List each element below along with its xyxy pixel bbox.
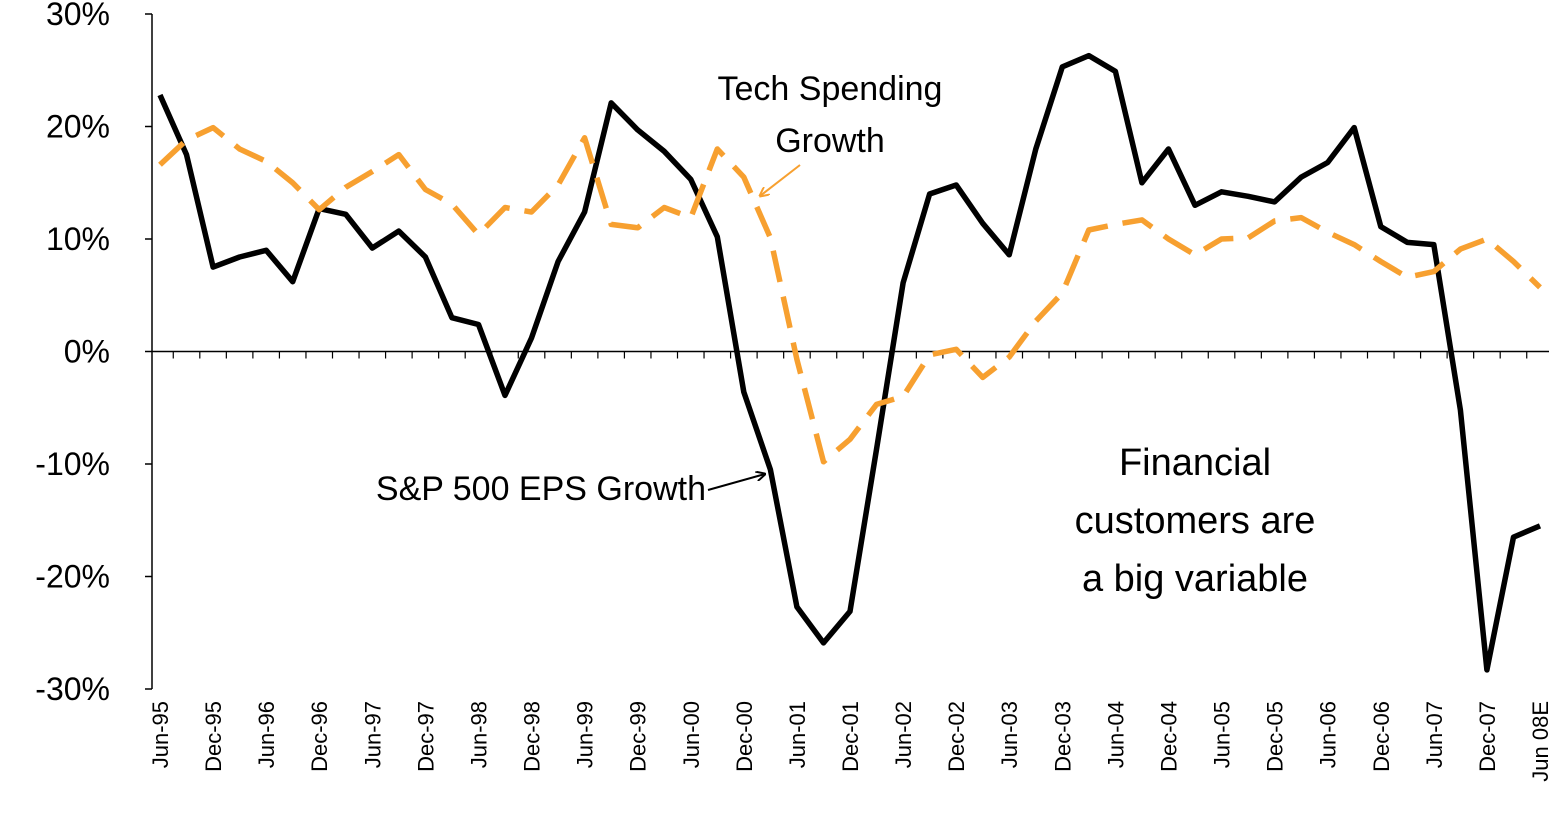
y-tick-label: -10%	[35, 446, 110, 482]
x-tick-label: Jun-01	[785, 701, 810, 768]
annotation: Tech Spending	[718, 70, 943, 108]
annotation-arrow	[707, 474, 765, 491]
x-tick-label: Jun-07	[1422, 701, 1447, 768]
x-tick-label: Jun-98	[466, 701, 491, 768]
x-tick-label: Jun-97	[360, 701, 385, 768]
y-tick-label: 0%	[64, 334, 110, 370]
x-tick-label: Jun-00	[679, 701, 704, 768]
x-tick-label: Jun-99	[573, 701, 598, 768]
series-line	[157, 52, 1542, 673]
annotation: a big variable	[1082, 558, 1308, 600]
x-tick-label: Jun 08E	[1528, 701, 1549, 782]
x-tick-label: Dec-04	[1156, 701, 1181, 772]
x-tick-label: Jun-06	[1316, 701, 1341, 768]
annotation: customers are	[1075, 500, 1316, 542]
x-tick-label: Dec-05	[1263, 701, 1288, 772]
y-tick-label: 30%	[46, 0, 110, 32]
x-tick-label: Dec-03	[1050, 701, 1075, 772]
series-line	[158, 124, 1542, 465]
x-tick-label: Dec-96	[307, 701, 332, 772]
y-tick-label: -30%	[35, 671, 110, 707]
x-tick-label: Dec-97	[413, 701, 438, 772]
y-tick-label: 10%	[46, 221, 110, 257]
x-tick-label: Dec-95	[201, 701, 226, 772]
y-tick-label: -20%	[35, 559, 110, 595]
x-tick-label: Dec-98	[520, 701, 545, 772]
x-tick-label: Dec-01	[838, 701, 863, 772]
x-tick-label: Jun-95	[148, 701, 173, 768]
x-tick-label: Jun-05	[1210, 701, 1235, 768]
x-tick-label: Dec-99	[626, 701, 651, 772]
x-tick-label: Dec-00	[732, 701, 757, 772]
x-tick-label: Jun-03	[997, 701, 1022, 768]
x-tick-label: Jun-04	[1103, 701, 1128, 768]
x-tick-label: Jun-96	[254, 701, 279, 768]
x-tick-label: Jun-02	[891, 701, 916, 768]
annotation: Growth	[775, 122, 885, 160]
x-tick-label: Dec-02	[944, 701, 969, 772]
y-tick-label: 20%	[46, 109, 110, 145]
annotation: Financial	[1119, 442, 1271, 484]
x-tick-label: Dec-06	[1369, 701, 1394, 772]
annotation-arrow	[760, 164, 801, 196]
x-tick-label: Dec-07	[1475, 701, 1500, 772]
annotation: S&P 500 EPS Growth	[376, 470, 706, 508]
